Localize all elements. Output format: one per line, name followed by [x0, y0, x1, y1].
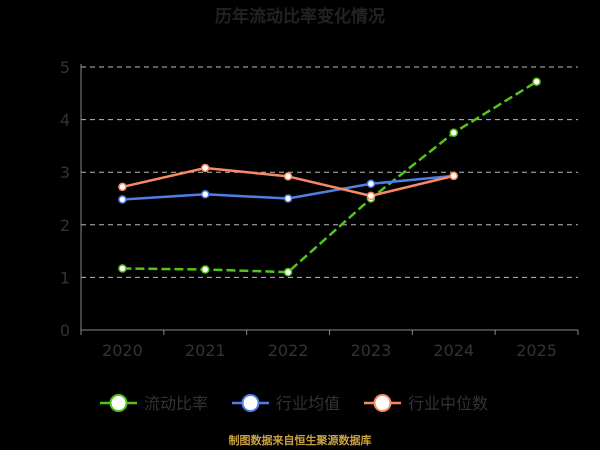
- x-axis-ticks: 2020 2021 2022 2023 2024 2025: [80, 330, 579, 360]
- x-tick-label: 2021: [185, 341, 226, 360]
- y-axis-ticks: 0 1 2 3 4 5: [60, 58, 70, 340]
- y-tick-label: 0: [60, 321, 70, 340]
- data-point: [283, 172, 293, 181]
- legend-marker: [109, 394, 128, 412]
- data-point: [201, 265, 210, 274]
- data-point: [118, 182, 127, 192]
- data-point: [366, 179, 376, 189]
- data-point: [201, 190, 210, 199]
- legend-marker: [373, 394, 392, 412]
- y-tick-label: 4: [60, 111, 70, 130]
- data-point: [449, 128, 458, 137]
- data-point: [118, 264, 127, 273]
- data-point: [366, 191, 376, 201]
- x-tick-label: 2025: [516, 341, 557, 360]
- x-tick-label: 2024: [433, 341, 474, 360]
- x-tick-label: 2020: [102, 341, 143, 360]
- series-lines: [118, 77, 541, 277]
- data-point: [449, 171, 458, 181]
- grid-lines: [81, 66, 578, 278]
- legend-label: 行业均值: [276, 394, 340, 413]
- data-point: [118, 195, 127, 204]
- data-point: [283, 267, 293, 277]
- y-tick-label: 3: [60, 163, 70, 182]
- legend: 流动比率 行业均值 行业中位数: [100, 394, 488, 413]
- x-tick-label: 2022: [268, 341, 309, 360]
- legend-label: 流动比率: [144, 394, 208, 413]
- data-point: [201, 163, 210, 173]
- data-point: [283, 194, 293, 203]
- chart-title: 历年流动比率变化情况: [215, 6, 385, 27]
- y-tick-label: 5: [60, 58, 70, 77]
- legend-marker: [241, 394, 260, 412]
- data-point: [532, 77, 541, 86]
- source-note: 制图数据来自恒生聚源数据库: [229, 433, 372, 447]
- y-tick-label: 2: [60, 216, 70, 235]
- y-tick-label: 1: [60, 268, 70, 287]
- x-tick-label: 2023: [351, 341, 392, 360]
- legend-label: 行业中位数: [408, 394, 488, 413]
- series-line: [122, 80, 538, 274]
